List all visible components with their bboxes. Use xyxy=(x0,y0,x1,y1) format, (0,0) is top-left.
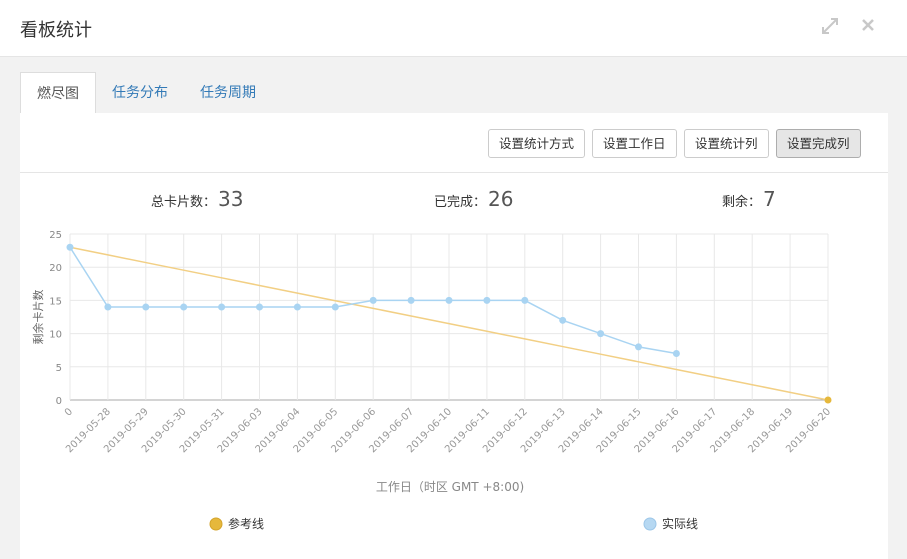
button-row: 设置统计方式 设置工作日 设置统计列 设置完成列 xyxy=(20,113,888,173)
y-tick-label: 5 xyxy=(56,363,62,374)
point xyxy=(407,296,415,304)
point xyxy=(142,303,150,311)
dialog-header: 看板统计 xyxy=(0,0,907,57)
x-tick-label: 0 xyxy=(63,406,75,418)
point xyxy=(521,296,529,304)
stat-label: 剩余： xyxy=(722,195,762,210)
point xyxy=(597,330,605,338)
stat: 剩余： 7 xyxy=(722,187,776,211)
point xyxy=(331,303,339,311)
point xyxy=(293,303,301,311)
y-tick-label: 20 xyxy=(49,263,62,274)
point xyxy=(369,296,377,304)
legend-label: 实际线 xyxy=(662,516,698,531)
point xyxy=(483,296,491,304)
point xyxy=(445,296,453,304)
point xyxy=(66,243,74,251)
stat-value: 26 xyxy=(488,187,514,211)
button[interactable]: 设置完成列 xyxy=(776,129,861,158)
point xyxy=(218,303,226,311)
point xyxy=(635,343,642,351)
tab[interactable]: 任务周期 xyxy=(200,85,256,101)
dialog-title: 看板统计 xyxy=(20,20,92,41)
point xyxy=(672,350,680,358)
stat-label: 总卡片数： xyxy=(151,195,217,210)
stat-value: 33 xyxy=(218,187,244,211)
point xyxy=(180,303,188,311)
tab[interactable]: 燃尽图 xyxy=(20,72,96,113)
series-line xyxy=(69,246,829,401)
close-icon[interactable] xyxy=(862,19,874,31)
button[interactable]: 设置统计方式 xyxy=(488,129,586,158)
point xyxy=(559,316,567,324)
panel: 设置统计方式 设置工作日 设置统计列 设置完成列 总卡片数： 33 已完成： 26 剩余： 7 … xyxy=(20,113,888,559)
y-tick-label: 25 xyxy=(49,230,62,241)
y-tick-label: 0 xyxy=(56,396,62,407)
button[interactable]: 设置工作日 xyxy=(592,129,677,158)
tab-bar: 燃尽图 任务分布 任务周期 xyxy=(20,72,272,113)
y-tick-label: 10 xyxy=(49,330,62,341)
chart: 051015202502019-05-282019-05-292019-05-3… xyxy=(31,230,833,531)
stat: 总卡片数： 33 xyxy=(151,187,243,211)
y-tick-label: 15 xyxy=(49,296,62,307)
legend-marker xyxy=(643,517,657,531)
legend-label: 参考线 xyxy=(228,516,264,531)
point xyxy=(824,396,832,404)
point xyxy=(256,303,263,311)
button[interactable]: 设置统计列 xyxy=(684,129,769,158)
legend-marker xyxy=(209,517,223,531)
header-icons xyxy=(822,18,874,34)
expand-icon[interactable] xyxy=(822,18,838,34)
stat-label: 已完成： xyxy=(434,195,487,210)
stat-value: 7 xyxy=(763,187,776,211)
tab[interactable]: 任务分布 xyxy=(112,85,168,101)
point xyxy=(104,303,112,311)
stat: 已完成： 26 xyxy=(434,187,513,211)
y-axis-label: 剩余卡片数 xyxy=(31,290,45,345)
x-axis-label: 工作日（时区 GMT +8:00) xyxy=(376,480,524,494)
